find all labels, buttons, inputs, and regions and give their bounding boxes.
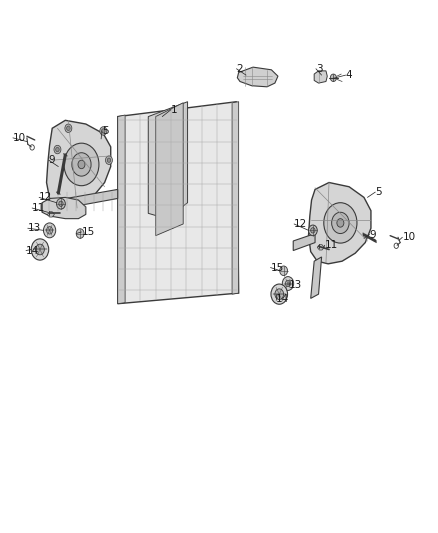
Circle shape [324, 203, 357, 243]
Circle shape [46, 227, 53, 234]
Circle shape [31, 239, 49, 260]
Circle shape [102, 129, 105, 133]
Text: 4: 4 [346, 70, 352, 80]
Circle shape [330, 74, 336, 82]
Circle shape [275, 289, 284, 300]
Text: 1: 1 [171, 104, 177, 115]
Text: 5: 5 [375, 187, 382, 197]
Circle shape [271, 284, 288, 304]
Polygon shape [148, 102, 187, 219]
Circle shape [311, 228, 315, 233]
Text: 9: 9 [49, 155, 55, 165]
Circle shape [286, 280, 290, 287]
Text: 9: 9 [370, 230, 376, 240]
Circle shape [35, 244, 44, 255]
Polygon shape [46, 120, 111, 209]
Circle shape [332, 212, 349, 233]
Polygon shape [311, 257, 321, 298]
Polygon shape [118, 115, 125, 304]
Text: 14: 14 [276, 294, 289, 304]
Circle shape [56, 148, 59, 152]
Text: 10: 10 [403, 232, 416, 243]
Circle shape [59, 201, 63, 206]
Text: 15: 15 [271, 263, 284, 272]
Circle shape [283, 277, 293, 290]
Circle shape [280, 266, 288, 276]
Circle shape [106, 156, 113, 165]
Circle shape [54, 146, 61, 154]
Text: 12: 12 [39, 192, 53, 203]
Text: 5: 5 [102, 126, 109, 136]
Circle shape [107, 158, 111, 163]
Text: 3: 3 [316, 64, 322, 74]
Polygon shape [293, 233, 315, 251]
Circle shape [76, 229, 84, 238]
Circle shape [43, 223, 56, 238]
Text: 11: 11 [325, 240, 338, 250]
Polygon shape [308, 182, 371, 264]
Polygon shape [42, 189, 118, 212]
Circle shape [100, 127, 107, 135]
Text: 11: 11 [32, 203, 46, 213]
Text: 2: 2 [237, 64, 243, 74]
Circle shape [67, 126, 70, 131]
Text: 13: 13 [28, 223, 41, 233]
Text: 12: 12 [294, 219, 307, 229]
Polygon shape [232, 102, 239, 294]
Circle shape [72, 153, 91, 176]
Polygon shape [118, 102, 239, 304]
Polygon shape [317, 245, 324, 250]
Polygon shape [314, 71, 327, 83]
Text: 13: 13 [289, 280, 302, 290]
Circle shape [78, 160, 85, 168]
Text: 10: 10 [13, 133, 26, 143]
Text: 15: 15 [81, 227, 95, 237]
Polygon shape [155, 103, 183, 236]
Circle shape [337, 219, 344, 227]
Polygon shape [237, 67, 278, 87]
Circle shape [308, 225, 317, 236]
Circle shape [64, 143, 99, 185]
Text: 14: 14 [26, 246, 39, 255]
Polygon shape [42, 197, 86, 219]
Circle shape [65, 124, 72, 133]
Polygon shape [47, 212, 54, 217]
Circle shape [57, 198, 65, 209]
